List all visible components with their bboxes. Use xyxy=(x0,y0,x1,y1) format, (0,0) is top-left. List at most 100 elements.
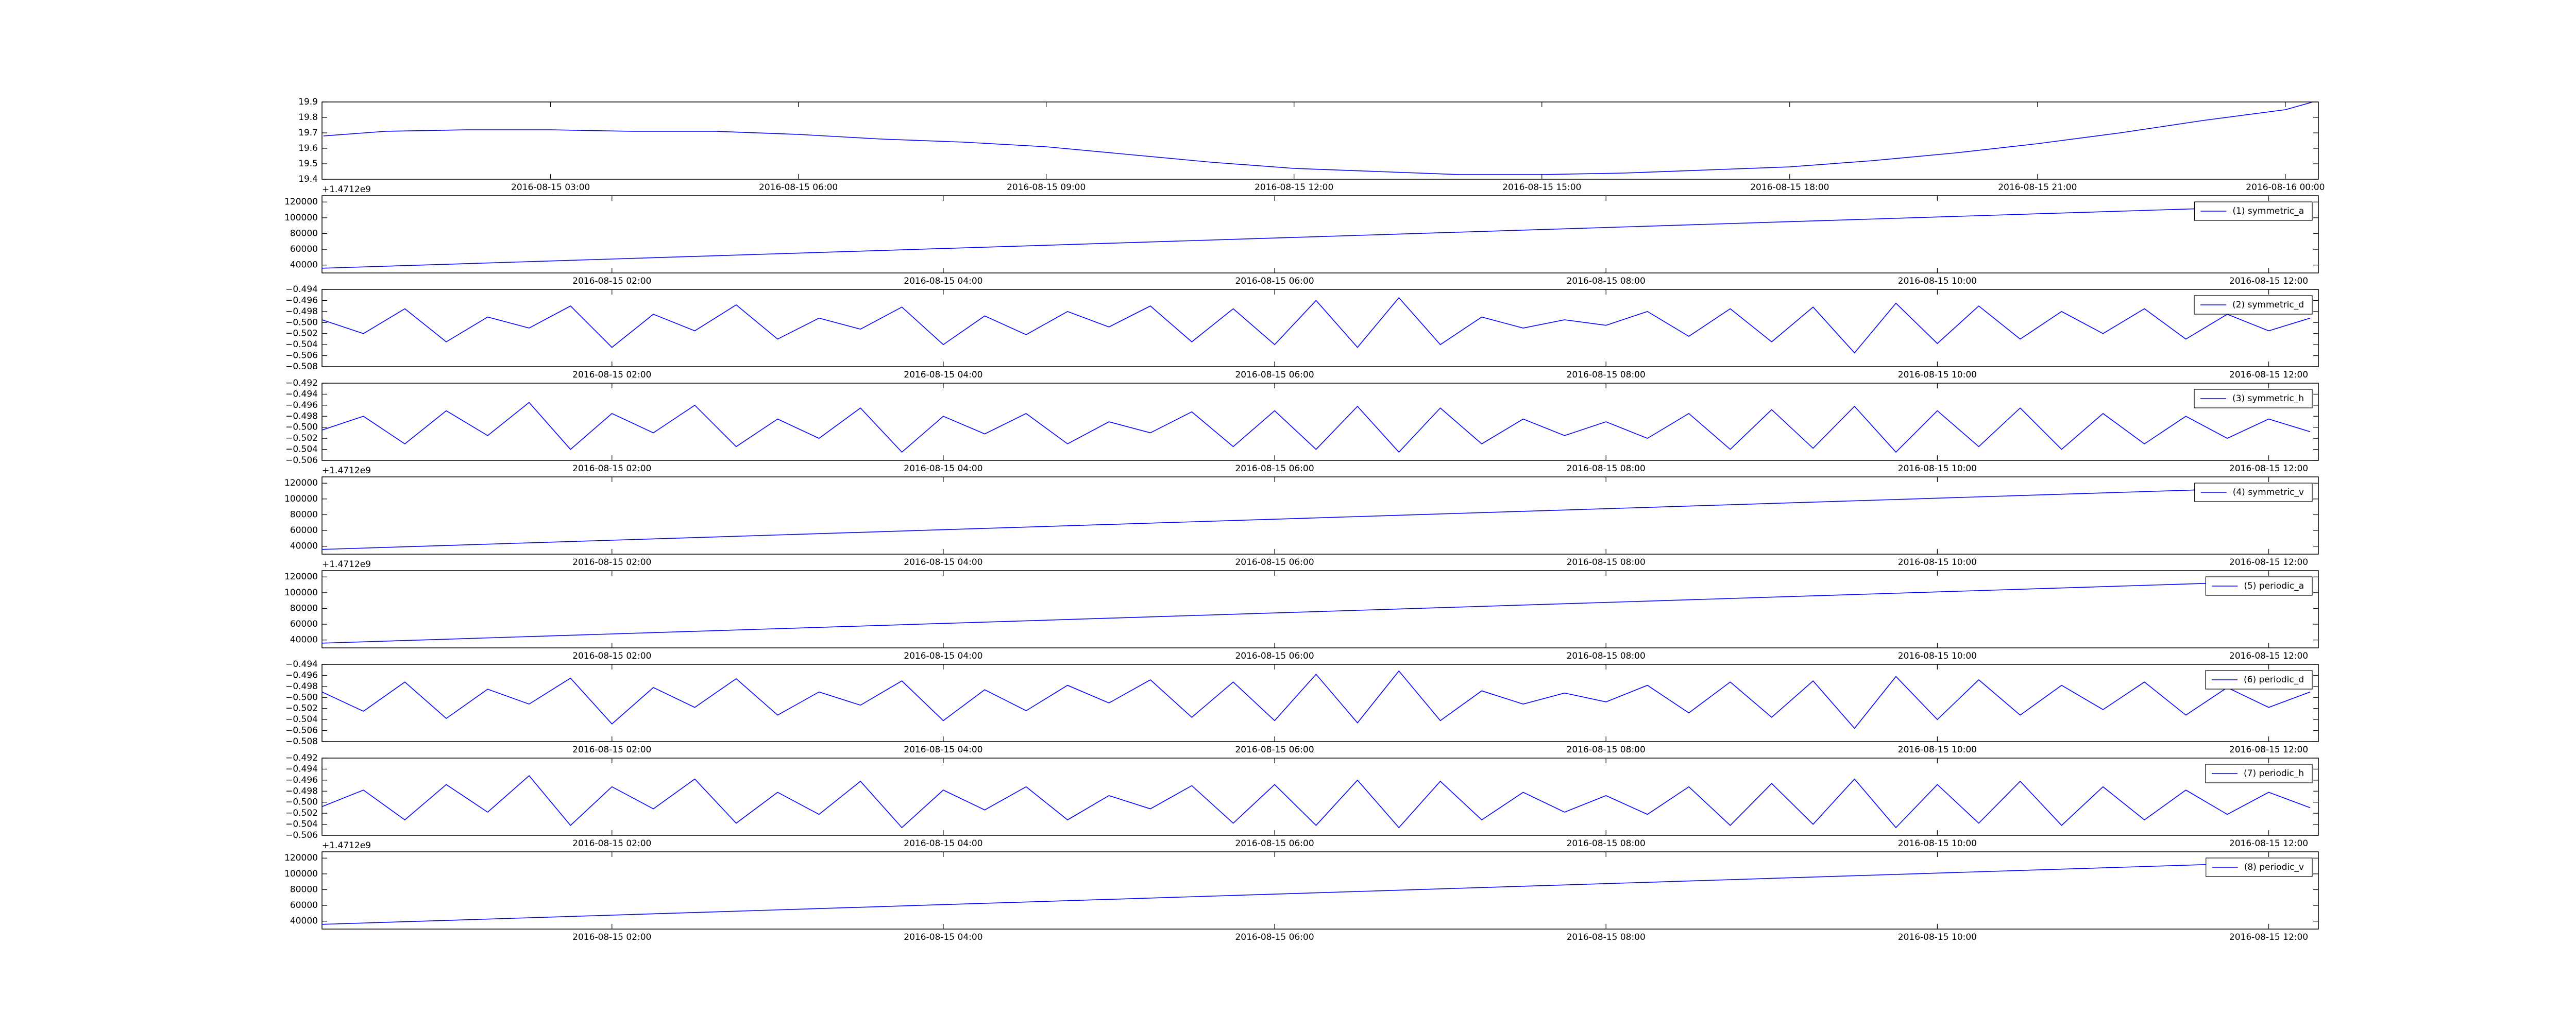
y-tick-label: 60000 xyxy=(290,900,318,911)
plot-area xyxy=(322,204,2310,269)
y-tick-label: 19.7 xyxy=(298,128,318,138)
offset-text: +1.4712e9 xyxy=(322,466,371,476)
y-tick-label: 80000 xyxy=(290,509,318,520)
x-tick-label: 2016-08-15 08:00 xyxy=(1567,932,1646,942)
y-tick-label: 60000 xyxy=(290,619,318,629)
y-tick-label: 120000 xyxy=(284,572,318,582)
y-tick-label: 120000 xyxy=(284,853,318,863)
y-tick-label: −0.502 xyxy=(285,808,318,818)
x-tick-label: 2016-08-15 15:00 xyxy=(1502,182,1581,193)
x-tick-label: 2016-08-15 08:00 xyxy=(1567,370,1646,380)
y-tick-label: −0.502 xyxy=(285,329,318,339)
x-tick-label: 2016-08-15 02:00 xyxy=(572,370,651,380)
y-tick-label: −0.496 xyxy=(285,775,318,785)
x-tick-label: 2016-08-15 06:00 xyxy=(1235,838,1314,849)
y-tick-label: −0.496 xyxy=(285,400,318,410)
x-tick-label: 2016-08-15 10:00 xyxy=(1898,276,1977,286)
data-line xyxy=(322,486,2310,550)
x-tick-label: 2016-08-15 06:00 xyxy=(1235,745,1314,755)
y-tick-label: −0.504 xyxy=(285,714,318,725)
x-tick-label: 2016-08-15 04:00 xyxy=(904,745,982,755)
x-tick-label: 2016-08-15 06:00 xyxy=(1235,464,1314,474)
y-tick-label: 19.5 xyxy=(298,159,318,169)
legend-label: (6) periodic_d xyxy=(2244,675,2304,685)
x-tick-label: 2016-08-15 02:00 xyxy=(572,745,651,755)
x-tick-label: 2016-08-15 12:00 xyxy=(1255,182,1333,193)
data-line xyxy=(322,579,2310,644)
x-tick-label: 2016-08-15 10:00 xyxy=(1898,464,1977,474)
y-tick-label: −0.504 xyxy=(285,444,318,455)
y-tick-label: −0.500 xyxy=(285,692,318,702)
x-tick-label: 2016-08-15 18:00 xyxy=(1750,182,1829,193)
x-tick-label: 2016-08-15 10:00 xyxy=(1898,838,1977,849)
y-tick-label: 40000 xyxy=(290,916,318,926)
axes-frame xyxy=(321,289,2319,367)
x-tick-label: 2016-08-15 06:00 xyxy=(1235,370,1314,380)
y-tick-label: −0.506 xyxy=(285,351,318,361)
x-tick-label: 2016-08-15 04:00 xyxy=(904,276,982,286)
y-tick-label: 100000 xyxy=(284,588,318,598)
x-tick-label: 2016-08-15 10:00 xyxy=(1898,370,1977,380)
legend-label: (7) periodic_h xyxy=(2244,768,2304,779)
x-tick-label: 2016-08-15 06:00 xyxy=(1235,557,1314,568)
axes-frame xyxy=(321,664,2319,742)
data-line xyxy=(322,297,2311,354)
y-tick-label: −0.498 xyxy=(285,786,318,796)
x-tick-label: 2016-08-15 10:00 xyxy=(1898,557,1977,568)
axes-frame xyxy=(321,758,2319,836)
x-tick-label: 2016-08-15 02:00 xyxy=(572,838,651,849)
plot-area xyxy=(322,402,2311,453)
plot-area xyxy=(322,861,2310,925)
y-tick-label: 19.4 xyxy=(298,174,318,184)
y-tick-label: 40000 xyxy=(290,635,318,645)
legend-label: (4) symmetric_v xyxy=(2233,487,2304,497)
x-tick-label: 2016-08-15 10:00 xyxy=(1898,745,1977,755)
axes-frame xyxy=(321,851,2319,930)
x-tick-label: 2016-08-15 12:00 xyxy=(2229,464,2308,474)
x-tick-label: 2016-08-15 12:00 xyxy=(2229,838,2308,849)
axes-frame xyxy=(321,476,2319,555)
y-tick-label: −0.498 xyxy=(285,681,318,692)
legend-label: (5) periodic_a xyxy=(2244,581,2304,591)
x-tick-label: 2016-08-15 12:00 xyxy=(2229,745,2308,755)
x-tick-label: 2016-08-15 08:00 xyxy=(1567,745,1646,755)
y-tick-label: −0.502 xyxy=(285,433,318,443)
x-tick-label: 2016-08-15 04:00 xyxy=(904,464,982,474)
y-tick-label: −0.502 xyxy=(285,703,318,714)
x-tick-label: 2016-08-15 08:00 xyxy=(1567,651,1646,661)
y-tick-label: −0.504 xyxy=(285,339,318,350)
data-line xyxy=(322,775,2311,829)
legend-label: (3) symmetric_h xyxy=(2232,393,2304,404)
x-tick-label: 2016-08-15 04:00 xyxy=(904,370,982,380)
x-tick-label: 2016-08-15 08:00 xyxy=(1567,557,1646,568)
x-tick-label: 2016-08-15 12:00 xyxy=(2229,932,2308,942)
x-tick-label: 2016-08-15 08:00 xyxy=(1567,838,1646,849)
y-tick-label: −0.496 xyxy=(285,670,318,680)
axes-frame xyxy=(321,101,2319,180)
y-tick-label: 40000 xyxy=(290,260,318,270)
y-tick-label: −0.494 xyxy=(285,389,318,399)
y-tick-label: 100000 xyxy=(284,213,318,223)
plot-area xyxy=(323,102,2313,175)
y-tick-label: 100000 xyxy=(284,494,318,504)
y-tick-label: 19.8 xyxy=(298,112,318,123)
x-tick-label: 2016-08-16 00:00 xyxy=(2246,182,2325,193)
x-tick-label: 2016-08-15 03:00 xyxy=(511,182,590,193)
y-tick-label: 40000 xyxy=(290,541,318,552)
y-tick-label: 80000 xyxy=(290,884,318,895)
plot-area xyxy=(322,670,2311,729)
x-tick-label: 2016-08-15 06:00 xyxy=(1235,276,1314,286)
x-tick-label: 2016-08-15 10:00 xyxy=(1898,651,1977,661)
y-tick-label: 60000 xyxy=(290,244,318,254)
y-tick-label: −0.504 xyxy=(285,819,318,830)
data-line xyxy=(322,670,2311,729)
y-tick-label: 120000 xyxy=(284,478,318,488)
x-tick-label: 2016-08-15 02:00 xyxy=(572,557,651,568)
offset-text: +1.4712e9 xyxy=(322,559,371,570)
x-tick-label: 2016-08-15 04:00 xyxy=(904,651,982,661)
plot-area xyxy=(322,486,2310,550)
x-tick-label: 2016-08-15 12:00 xyxy=(2229,557,2308,568)
plot-area xyxy=(322,775,2311,829)
